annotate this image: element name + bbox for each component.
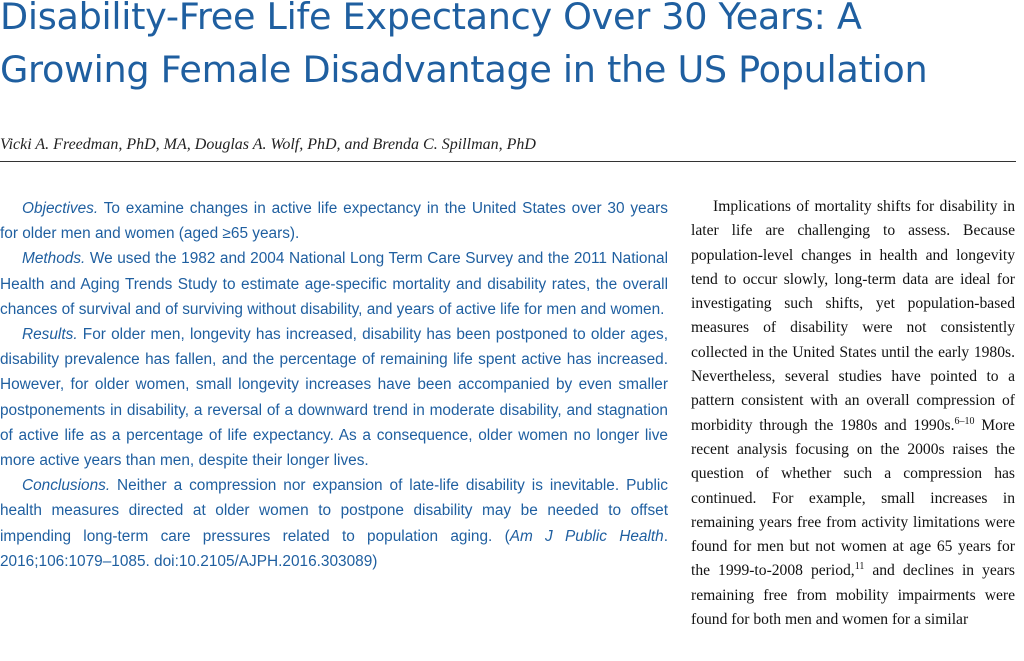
reference-6-10: 6–10 (954, 415, 975, 427)
conclusions-text: Neither a compression nor expansion of l… (0, 477, 668, 545)
methods-text: We used the 1982 and 2004 National Long … (0, 250, 668, 318)
abstract: Objectives. To examine changes in active… (0, 196, 668, 574)
results-text: For older men, longevity has increased, … (0, 326, 668, 470)
author-list: Vicki A. Freedman, PhD, MA, Douglas A. W… (0, 136, 536, 153)
body-column: Implications of mortality shifts for dis… (691, 195, 1015, 632)
abstract-objectives: Objectives. To examine changes in active… (0, 196, 668, 246)
abstract-results: Results. For older men, longevity has in… (0, 322, 668, 473)
body-text-part-1: Implications of mortality shifts for dis… (691, 198, 1015, 434)
citation-journal: Am J Public Health (509, 527, 664, 545)
article-title: Disability-Free Life Expectancy Over 30 … (0, 0, 1024, 96)
conclusions-heading: Conclusions. (22, 477, 111, 495)
abstract-methods: Methods. We used the 1982 and 2004 Natio… (0, 246, 668, 322)
header-divider (0, 161, 1016, 162)
title-line-2: Growing Female Disadvantage in the US Po… (0, 48, 928, 91)
body-text-part-2: More recent analysis focusing on the 200… (691, 416, 1015, 580)
objectives-heading: Objectives. (22, 200, 99, 217)
citation-details: . 2016;106:1079–1085. doi:10.2105/AJPH.2… (0, 527, 668, 570)
title-line-1: Disability-Free Life Expectancy Over 30 … (0, 0, 862, 38)
body-text-part-3: and declines in years remaining free fro… (691, 562, 1015, 629)
results-heading: Results. (22, 326, 78, 344)
body-paragraph: Implications of mortality shifts for dis… (691, 195, 1015, 632)
methods-heading: Methods. (22, 250, 86, 268)
objectives-text: To examine changes in active life expect… (0, 200, 668, 243)
reference-11: 11 (854, 561, 865, 573)
abstract-conclusions: Conclusions. Neither a compression nor e… (0, 473, 668, 574)
